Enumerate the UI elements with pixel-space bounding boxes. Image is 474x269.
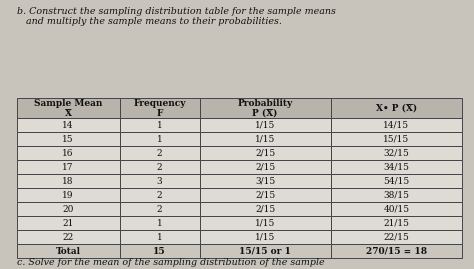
Text: 22: 22 — [63, 233, 74, 242]
Bar — [200, 98, 331, 118]
Bar — [17, 188, 120, 202]
Text: 270/15 = 18: 270/15 = 18 — [366, 247, 427, 256]
Text: 1/15: 1/15 — [255, 135, 275, 144]
Text: X• P (X̅): X• P (X̅) — [376, 104, 417, 113]
Text: Probability
P (X̅): Probability P (X̅) — [237, 99, 293, 118]
Bar — [120, 118, 200, 132]
Text: Total: Total — [55, 247, 81, 256]
Bar — [331, 174, 462, 188]
Bar — [331, 216, 462, 230]
Bar — [200, 132, 331, 146]
Bar — [17, 216, 120, 230]
Text: 14: 14 — [63, 121, 74, 130]
Text: 54/15: 54/15 — [383, 177, 410, 186]
Text: and multiply the sample means to their probabilities.: and multiply the sample means to their p… — [17, 17, 282, 26]
Text: 15: 15 — [153, 247, 166, 256]
Text: b. Construct the sampling distribution table for the sample means: b. Construct the sampling distribution t… — [17, 7, 336, 16]
Text: 2: 2 — [157, 149, 163, 158]
Text: 1: 1 — [157, 233, 163, 242]
Text: 18: 18 — [63, 177, 74, 186]
Text: 2: 2 — [157, 163, 163, 172]
Text: 21/15: 21/15 — [383, 219, 410, 228]
Bar — [17, 202, 120, 216]
Bar — [331, 118, 462, 132]
Bar — [331, 132, 462, 146]
Text: 16: 16 — [63, 149, 74, 158]
Text: 1/15: 1/15 — [255, 219, 275, 228]
Text: 3/15: 3/15 — [255, 177, 275, 186]
Bar — [200, 202, 331, 216]
Text: 2: 2 — [157, 191, 163, 200]
Bar — [120, 188, 200, 202]
Text: 1/15: 1/15 — [255, 233, 275, 242]
Text: 34/15: 34/15 — [383, 163, 410, 172]
Text: 15/15 or 1: 15/15 or 1 — [239, 247, 291, 256]
Bar — [120, 98, 200, 118]
Bar — [17, 146, 120, 160]
Text: 17: 17 — [63, 163, 74, 172]
Bar — [120, 230, 200, 244]
Bar — [331, 98, 462, 118]
Bar — [120, 132, 200, 146]
Text: 15: 15 — [63, 135, 74, 144]
Text: 3: 3 — [157, 177, 163, 186]
Text: 32/15: 32/15 — [383, 149, 410, 158]
Bar — [200, 244, 331, 258]
Text: 1/15: 1/15 — [255, 121, 275, 130]
Text: 1: 1 — [157, 219, 163, 228]
Text: 2/15: 2/15 — [255, 205, 275, 214]
Text: c. Solve for the mean of the sampling distribution of the sample: c. Solve for the mean of the sampling di… — [17, 258, 324, 267]
Text: 2/15: 2/15 — [255, 191, 275, 200]
Bar — [17, 174, 120, 188]
Bar — [331, 230, 462, 244]
Bar — [120, 174, 200, 188]
Bar — [200, 174, 331, 188]
Text: 20: 20 — [63, 205, 74, 214]
Bar — [17, 230, 120, 244]
Bar — [17, 160, 120, 174]
Text: 1: 1 — [157, 121, 163, 130]
Bar — [331, 202, 462, 216]
Bar — [120, 216, 200, 230]
Bar — [200, 230, 331, 244]
Text: 22/15: 22/15 — [383, 233, 410, 242]
Bar — [200, 188, 331, 202]
Bar — [200, 160, 331, 174]
Text: 38/15: 38/15 — [383, 191, 410, 200]
Bar — [17, 98, 120, 118]
Bar — [17, 118, 120, 132]
Bar — [331, 146, 462, 160]
Text: 14/15: 14/15 — [383, 121, 410, 130]
Text: 2/15: 2/15 — [255, 163, 275, 172]
Text: 40/15: 40/15 — [383, 205, 410, 214]
Bar — [200, 118, 331, 132]
Bar — [120, 202, 200, 216]
Text: 2: 2 — [157, 205, 163, 214]
Text: Frequency
F: Frequency F — [133, 99, 186, 118]
Bar — [120, 244, 200, 258]
Bar — [200, 146, 331, 160]
Bar — [17, 244, 120, 258]
Bar — [331, 160, 462, 174]
Bar — [120, 160, 200, 174]
Text: 21: 21 — [63, 219, 74, 228]
Bar — [120, 146, 200, 160]
Text: 1: 1 — [157, 135, 163, 144]
Bar — [17, 132, 120, 146]
Text: 2/15: 2/15 — [255, 149, 275, 158]
Text: Sample Mean
X̅: Sample Mean X̅ — [34, 99, 102, 118]
Bar — [200, 216, 331, 230]
Text: 19: 19 — [63, 191, 74, 200]
Text: 15/15: 15/15 — [383, 135, 410, 144]
Bar — [331, 188, 462, 202]
Bar — [331, 244, 462, 258]
